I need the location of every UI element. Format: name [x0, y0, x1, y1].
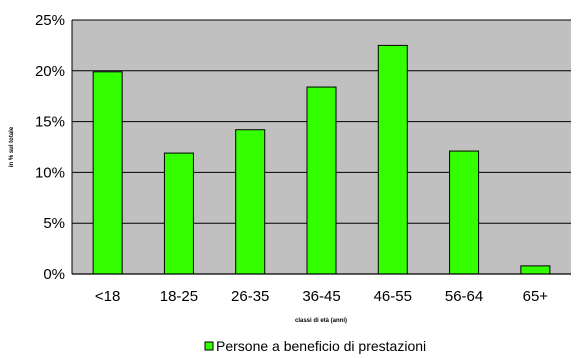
y-tick-label: 5% — [43, 215, 65, 232]
x-tick-label: 46-55 — [374, 288, 412, 305]
x-tick-label: 65+ — [523, 288, 549, 305]
x-tick-label: 26-35 — [231, 288, 269, 305]
y-tick-labels: 0% 5% 10% 15% 20% 25% — [35, 12, 65, 283]
bar-6 — [449, 150, 480, 275]
x-tick-label: 56-64 — [445, 288, 483, 305]
x-tick-label: <18 — [95, 288, 120, 305]
bar-4 — [306, 86, 337, 275]
bar-3 — [235, 129, 266, 275]
bars — [92, 44, 551, 275]
legend-label: Persone a beneficio di prestazioni — [216, 338, 426, 354]
bar-1 — [92, 71, 123, 275]
y-axis-title: in % sul totale — [9, 126, 15, 167]
y-tick-label: 0% — [43, 266, 65, 283]
bar-2 — [163, 152, 194, 275]
x-tick-label: 18-25 — [160, 288, 198, 305]
y-tick-label: 15% — [35, 114, 65, 131]
legend: Persone a beneficio di prestazioni — [204, 338, 426, 354]
y-tick-label: 20% — [35, 63, 65, 80]
bar-5 — [377, 44, 408, 275]
x-axis-title: classi di età (anni) — [295, 318, 347, 324]
x-tick-label: 36-45 — [302, 288, 340, 305]
y-tick-label: 25% — [35, 12, 65, 29]
legend-swatch — [204, 341, 214, 351]
y-tick-label: 10% — [35, 164, 65, 181]
x-tick-labels: <18 18-25 26-35 36-45 46-55 56-64 65+ — [95, 288, 548, 305]
bar-7 — [520, 265, 551, 275]
